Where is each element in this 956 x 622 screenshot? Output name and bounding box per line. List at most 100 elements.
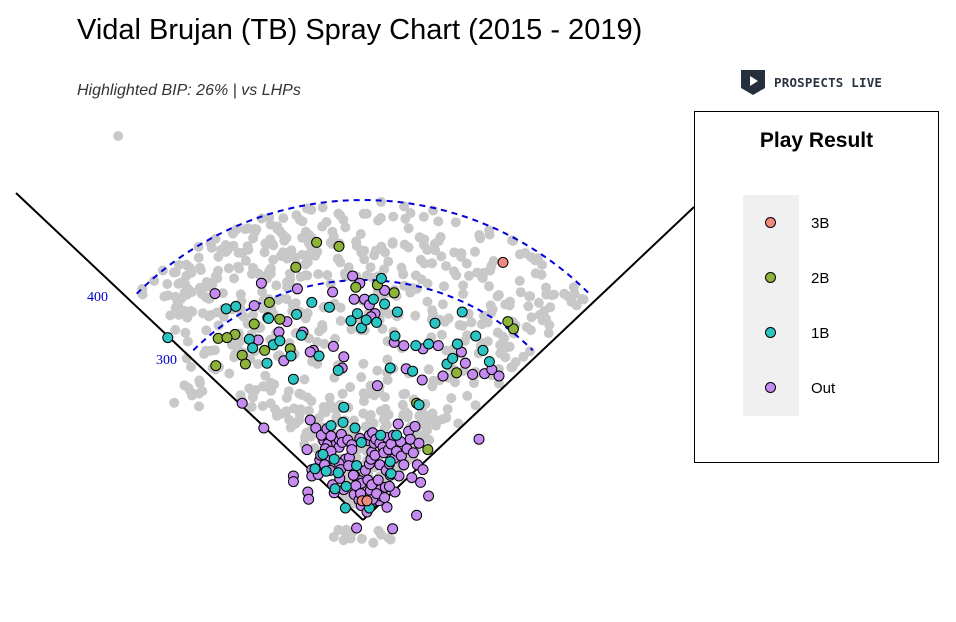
play-shield-icon [741, 70, 765, 95]
background-ball [485, 265, 496, 276]
background-ball [439, 281, 449, 292]
ball-in-play-1b [317, 448, 329, 460]
ball-in-play-out [304, 414, 316, 426]
ball-in-play-2b [290, 261, 302, 273]
ball-in-play-out [303, 493, 315, 505]
background-ball [193, 252, 204, 263]
ball-in-play-out [417, 464, 429, 476]
ball-in-play-out [398, 340, 410, 352]
ball-in-play-1b [351, 460, 363, 472]
background-ball [365, 262, 376, 273]
background-ball [566, 296, 577, 307]
ball-in-play-1b [332, 364, 344, 376]
background-ball [168, 267, 179, 278]
legend-item-out: Out [743, 361, 933, 416]
ball-in-play-out [404, 433, 416, 445]
ball-in-play-1b [477, 344, 489, 356]
ball-in-play-1b [261, 357, 273, 369]
ball-in-play-1b [328, 453, 340, 465]
background-ball [382, 375, 393, 385]
background-ball [443, 313, 454, 324]
ball-in-play-out [371, 380, 383, 392]
background-ball [356, 372, 367, 383]
background-ball [523, 301, 534, 312]
background-ball [418, 211, 429, 222]
background-ball [223, 263, 234, 274]
background-ball [372, 365, 383, 376]
background-ball [360, 421, 371, 432]
background-ball [319, 338, 330, 349]
background-ball [303, 405, 314, 416]
background-ball [478, 310, 489, 321]
background-ball [464, 270, 474, 281]
background-ball [237, 248, 248, 258]
background-ball [149, 275, 160, 286]
background-ball [297, 216, 308, 227]
background-ball [470, 246, 480, 257]
legend-swatch-1b [765, 327, 776, 338]
background-ball [515, 249, 525, 260]
ball-in-play-1b [391, 429, 403, 441]
ball-in-play-1b [309, 463, 321, 475]
background-ball [257, 401, 268, 411]
background-ball [493, 378, 504, 389]
ball-in-play-out [301, 444, 313, 456]
ball-in-play-1b [375, 429, 387, 441]
ball-in-play-1b [423, 338, 435, 350]
background-ball [242, 223, 253, 234]
legend-label-2b: 2B [811, 270, 830, 287]
background-ball [335, 210, 346, 221]
background-ball [423, 364, 434, 375]
ball-in-play-1b [230, 300, 242, 312]
ball-in-play-1b [389, 330, 401, 342]
background-ball [327, 226, 338, 237]
distance-label-300: 300 [156, 353, 177, 368]
ball-in-play-1b [391, 306, 403, 318]
background-ball [385, 534, 396, 545]
legend-label-1b: 1B [811, 325, 830, 342]
background-ball [304, 230, 315, 241]
ball-in-play-1b [367, 293, 379, 305]
background-ball [499, 333, 510, 344]
distance-label-400: 400 [87, 290, 108, 305]
background-ball [533, 297, 544, 308]
background-ball [427, 305, 438, 316]
background-ball [474, 230, 485, 240]
background-ball [536, 269, 547, 280]
ball-in-play-out [347, 469, 359, 481]
background-ball [259, 247, 270, 258]
legend-swatch-out [765, 382, 776, 393]
background-ball [337, 388, 348, 399]
background-ball [403, 242, 414, 253]
ball-in-play-1b [345, 315, 357, 327]
ball-in-play-out [351, 522, 363, 534]
background-ball [340, 222, 351, 233]
ball-in-play-out [325, 430, 337, 442]
ball-in-play-out [409, 420, 421, 432]
background-ball [369, 390, 380, 401]
ball-in-play-out [416, 374, 428, 386]
background-ball [500, 299, 511, 310]
background-ball [559, 288, 570, 299]
legend-swatch-3b [765, 217, 776, 228]
ball-in-play-1b [384, 362, 396, 374]
distance-arc-400 [136, 198, 590, 295]
legend-item-3b: 3B [743, 196, 933, 251]
background-ball [187, 390, 197, 401]
ball-in-play-1b [295, 329, 307, 341]
background-ball [206, 277, 217, 288]
background-ball [285, 422, 296, 433]
background-ball [457, 320, 468, 331]
background-ball [504, 341, 515, 352]
background-ball [275, 226, 285, 237]
background-ball [428, 375, 439, 386]
ball-in-play-out [467, 368, 479, 380]
legend-item-1b: 1B [743, 306, 933, 361]
ball-in-play-out [348, 293, 360, 305]
background-ball [212, 307, 223, 318]
background-ball [355, 229, 366, 239]
background-ball [276, 408, 287, 419]
background-ball [545, 302, 556, 313]
ball-in-play-out [473, 433, 485, 445]
ball-in-play-out [437, 370, 449, 382]
